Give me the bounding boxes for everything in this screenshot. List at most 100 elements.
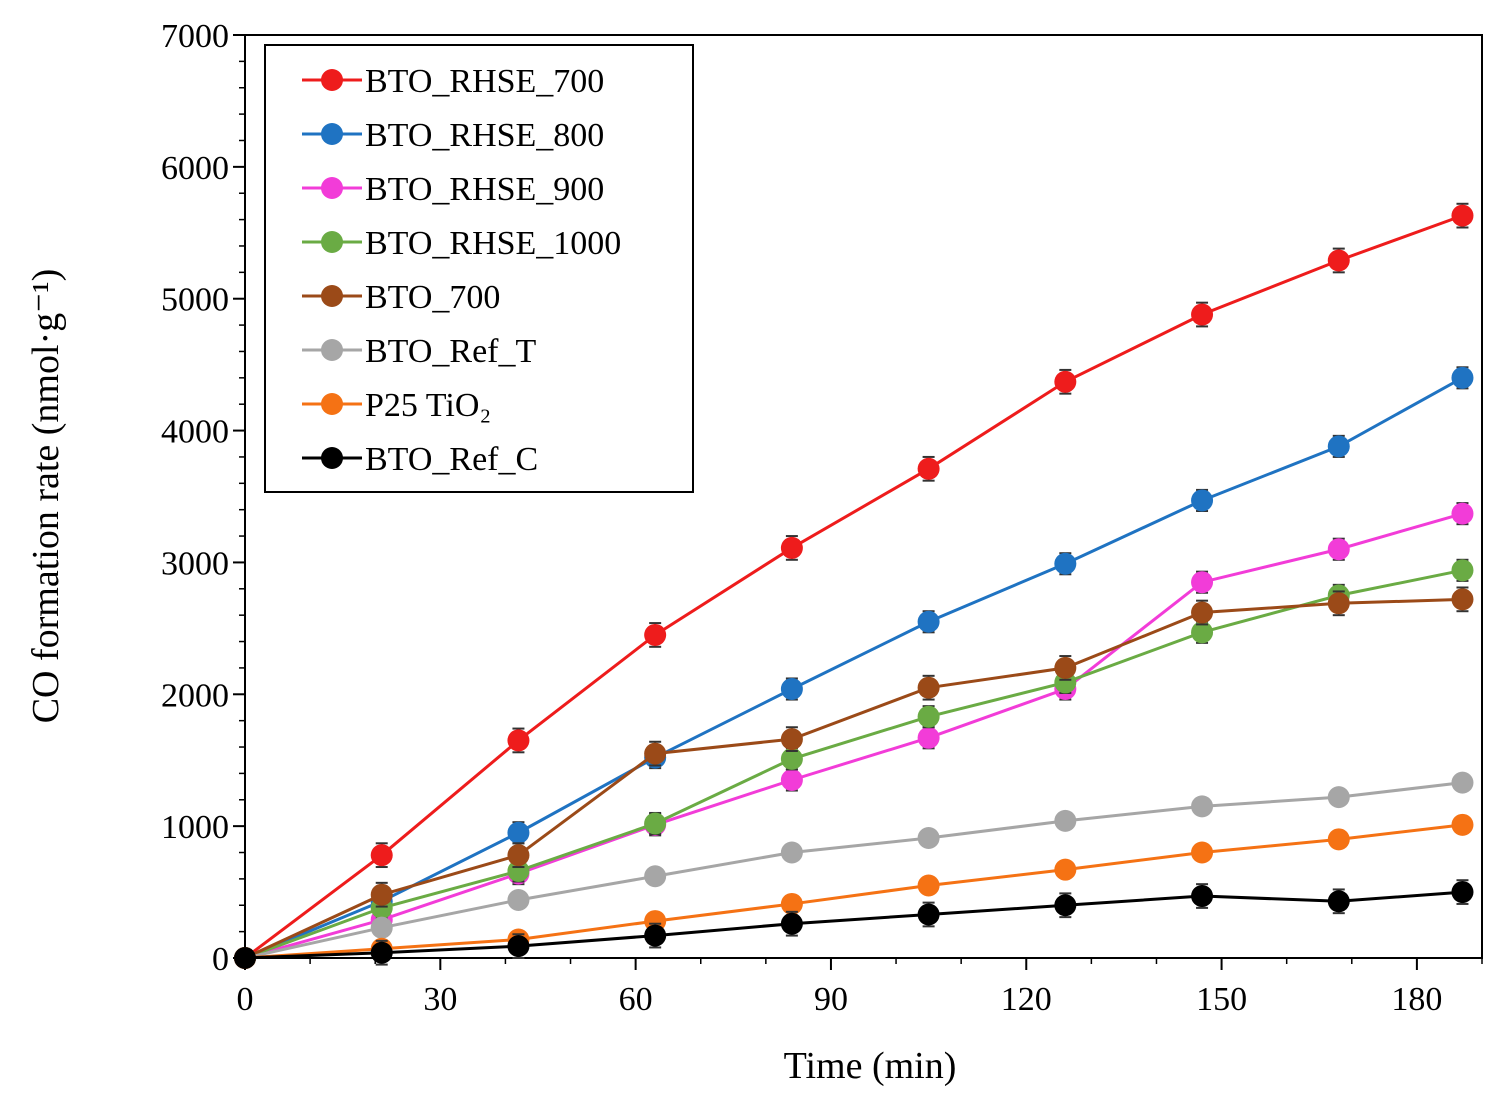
series-line bbox=[244, 823, 1463, 960]
legend-marker bbox=[321, 447, 343, 469]
y-tick-label: 4000 bbox=[161, 414, 229, 451]
data-point bbox=[917, 457, 940, 480]
data-point bbox=[1327, 592, 1350, 615]
data-point bbox=[1451, 559, 1474, 582]
x-axis-title: Time (min) bbox=[784, 1045, 957, 1087]
data-point bbox=[1327, 538, 1350, 561]
data-point bbox=[1054, 894, 1077, 917]
data-point bbox=[780, 678, 803, 701]
y-tick-label: 7000 bbox=[161, 18, 229, 55]
y-tick-label: 1000 bbox=[161, 809, 229, 846]
data-point bbox=[917, 903, 940, 926]
series-1 bbox=[234, 202, 1474, 969]
data-point bbox=[1327, 828, 1350, 851]
x-tick-label: 150 bbox=[1196, 981, 1247, 1018]
data-point bbox=[1327, 786, 1350, 809]
data-point bbox=[1191, 571, 1214, 594]
x-axis-ticks: 0 30 60 90 120 150 180 bbox=[237, 958, 1483, 1018]
data-point bbox=[1054, 370, 1077, 393]
data-point bbox=[644, 623, 667, 646]
data-point bbox=[917, 705, 940, 728]
data-point bbox=[1451, 502, 1474, 525]
legend-marker bbox=[321, 123, 343, 145]
data-point bbox=[780, 841, 803, 864]
data-point bbox=[1191, 601, 1214, 624]
y-tick-label: 2000 bbox=[161, 677, 229, 714]
data-point bbox=[370, 941, 393, 964]
legend-box bbox=[264, 44, 694, 493]
data-point bbox=[1327, 435, 1350, 458]
legend-label: BTO_Ref_C bbox=[365, 441, 538, 478]
y-tick-label: 6000 bbox=[161, 150, 229, 187]
data-point bbox=[780, 728, 803, 751]
data-point bbox=[234, 947, 256, 969]
x-tick-label: 0 bbox=[237, 981, 254, 1018]
x-tick-label: 120 bbox=[1001, 981, 1052, 1018]
y-axis-title: CO formation rate (nmol·g⁻¹) bbox=[25, 269, 67, 724]
data-point bbox=[1054, 809, 1077, 832]
data-point bbox=[780, 912, 803, 935]
data-point bbox=[917, 874, 940, 897]
legend-label: BTO_Ref_T bbox=[365, 333, 536, 370]
data-point bbox=[370, 844, 393, 867]
legend-label: BTO_RHSE_900 bbox=[365, 171, 604, 208]
series-line bbox=[244, 781, 1463, 960]
series-8 bbox=[234, 879, 1474, 969]
data-point bbox=[507, 935, 530, 958]
data-point bbox=[507, 859, 530, 882]
data-point bbox=[917, 827, 940, 850]
data-point bbox=[644, 865, 667, 888]
data-point bbox=[1191, 303, 1214, 326]
legend-marker bbox=[321, 177, 343, 199]
data-point bbox=[1451, 771, 1474, 794]
data-point bbox=[780, 892, 803, 915]
data-point bbox=[507, 821, 530, 844]
data-point bbox=[1191, 885, 1214, 908]
data-point bbox=[507, 888, 530, 911]
data-point bbox=[370, 916, 393, 939]
legend-marker bbox=[321, 339, 343, 361]
data-point bbox=[1191, 489, 1214, 512]
data-point bbox=[507, 729, 530, 752]
series-line bbox=[244, 597, 1463, 960]
data-point bbox=[1054, 858, 1077, 881]
legend-marker bbox=[321, 393, 343, 415]
y-axis-ticks: 0 1000 2000 3000 4000 5000 6000 7000 bbox=[161, 18, 245, 978]
legend-marker bbox=[321, 285, 343, 307]
data-point bbox=[1191, 621, 1214, 644]
series-line bbox=[244, 376, 1464, 960]
y-tick-label: 0 bbox=[212, 941, 229, 978]
data-point bbox=[507, 844, 530, 867]
data-point bbox=[1054, 656, 1077, 679]
data-point bbox=[1451, 366, 1474, 389]
data-point bbox=[1327, 249, 1350, 272]
legend-marker bbox=[321, 231, 343, 253]
data-point bbox=[1054, 552, 1077, 575]
series-line bbox=[244, 512, 1463, 960]
data-point bbox=[644, 742, 667, 765]
data-point bbox=[644, 812, 667, 835]
legend-label: P25 TiO₂ bbox=[365, 387, 491, 424]
y-tick-label: 5000 bbox=[161, 282, 229, 319]
data-point bbox=[1191, 795, 1214, 818]
data-point bbox=[780, 747, 803, 770]
data-point bbox=[917, 726, 940, 749]
data-point bbox=[1451, 588, 1474, 611]
legend-label: BTO_RHSE_700 bbox=[365, 63, 604, 100]
x-tick-label: 90 bbox=[814, 981, 848, 1018]
x-tick-label: 60 bbox=[619, 981, 653, 1018]
data-point bbox=[370, 883, 393, 906]
data-point bbox=[1451, 881, 1474, 904]
series-line bbox=[244, 214, 1463, 960]
legend-label: BTO_RHSE_800 bbox=[365, 117, 604, 154]
data-point bbox=[1451, 813, 1474, 836]
x-tick-label: 30 bbox=[423, 981, 457, 1018]
series-line bbox=[244, 568, 1463, 960]
legend-label: BTO_RHSE_1000 bbox=[365, 225, 621, 262]
data-point bbox=[917, 610, 940, 633]
data-point bbox=[1451, 204, 1474, 227]
data-point bbox=[917, 676, 940, 699]
x-tick-label: 180 bbox=[1391, 981, 1442, 1018]
data-point bbox=[780, 768, 803, 791]
